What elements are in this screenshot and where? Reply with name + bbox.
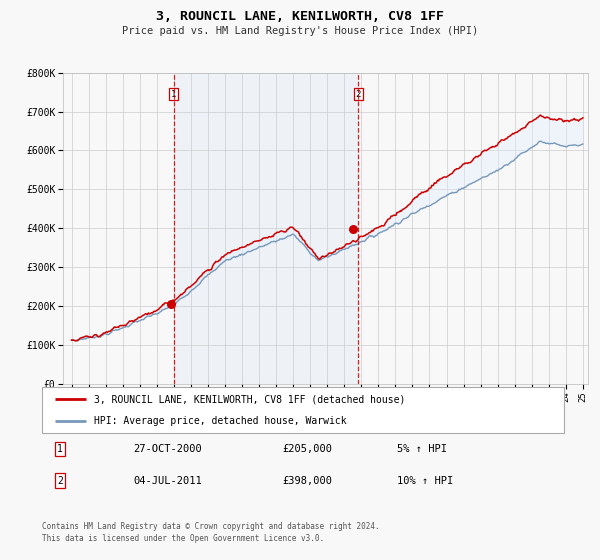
Bar [174, 73, 358, 384]
Text: £398,000: £398,000 [282, 475, 332, 486]
Text: 04-JUL-2011: 04-JUL-2011 [133, 475, 202, 486]
Text: 1: 1 [58, 444, 63, 454]
Text: £205,000: £205,000 [282, 444, 332, 454]
Text: 1: 1 [171, 90, 176, 99]
Text: 27-OCT-2000: 27-OCT-2000 [133, 444, 202, 454]
Text: 3, ROUNCIL LANE, KENILWORTH, CV8 1FF: 3, ROUNCIL LANE, KENILWORTH, CV8 1FF [156, 10, 444, 23]
FancyBboxPatch shape [42, 387, 564, 433]
Text: 2: 2 [58, 475, 63, 486]
Text: 10% ↑ HPI: 10% ↑ HPI [397, 475, 453, 486]
Text: 5% ↑ HPI: 5% ↑ HPI [397, 444, 447, 454]
Text: HPI: Average price, detached house, Warwick: HPI: Average price, detached house, Warw… [94, 417, 347, 426]
Text: This data is licensed under the Open Government Licence v3.0.: This data is licensed under the Open Gov… [42, 534, 324, 543]
Text: Contains HM Land Registry data © Crown copyright and database right 2024.: Contains HM Land Registry data © Crown c… [42, 522, 380, 531]
Text: Price paid vs. HM Land Registry's House Price Index (HPI): Price paid vs. HM Land Registry's House … [122, 26, 478, 36]
Text: 3, ROUNCIL LANE, KENILWORTH, CV8 1FF (detached house): 3, ROUNCIL LANE, KENILWORTH, CV8 1FF (de… [94, 394, 406, 404]
Text: 2: 2 [356, 90, 361, 99]
